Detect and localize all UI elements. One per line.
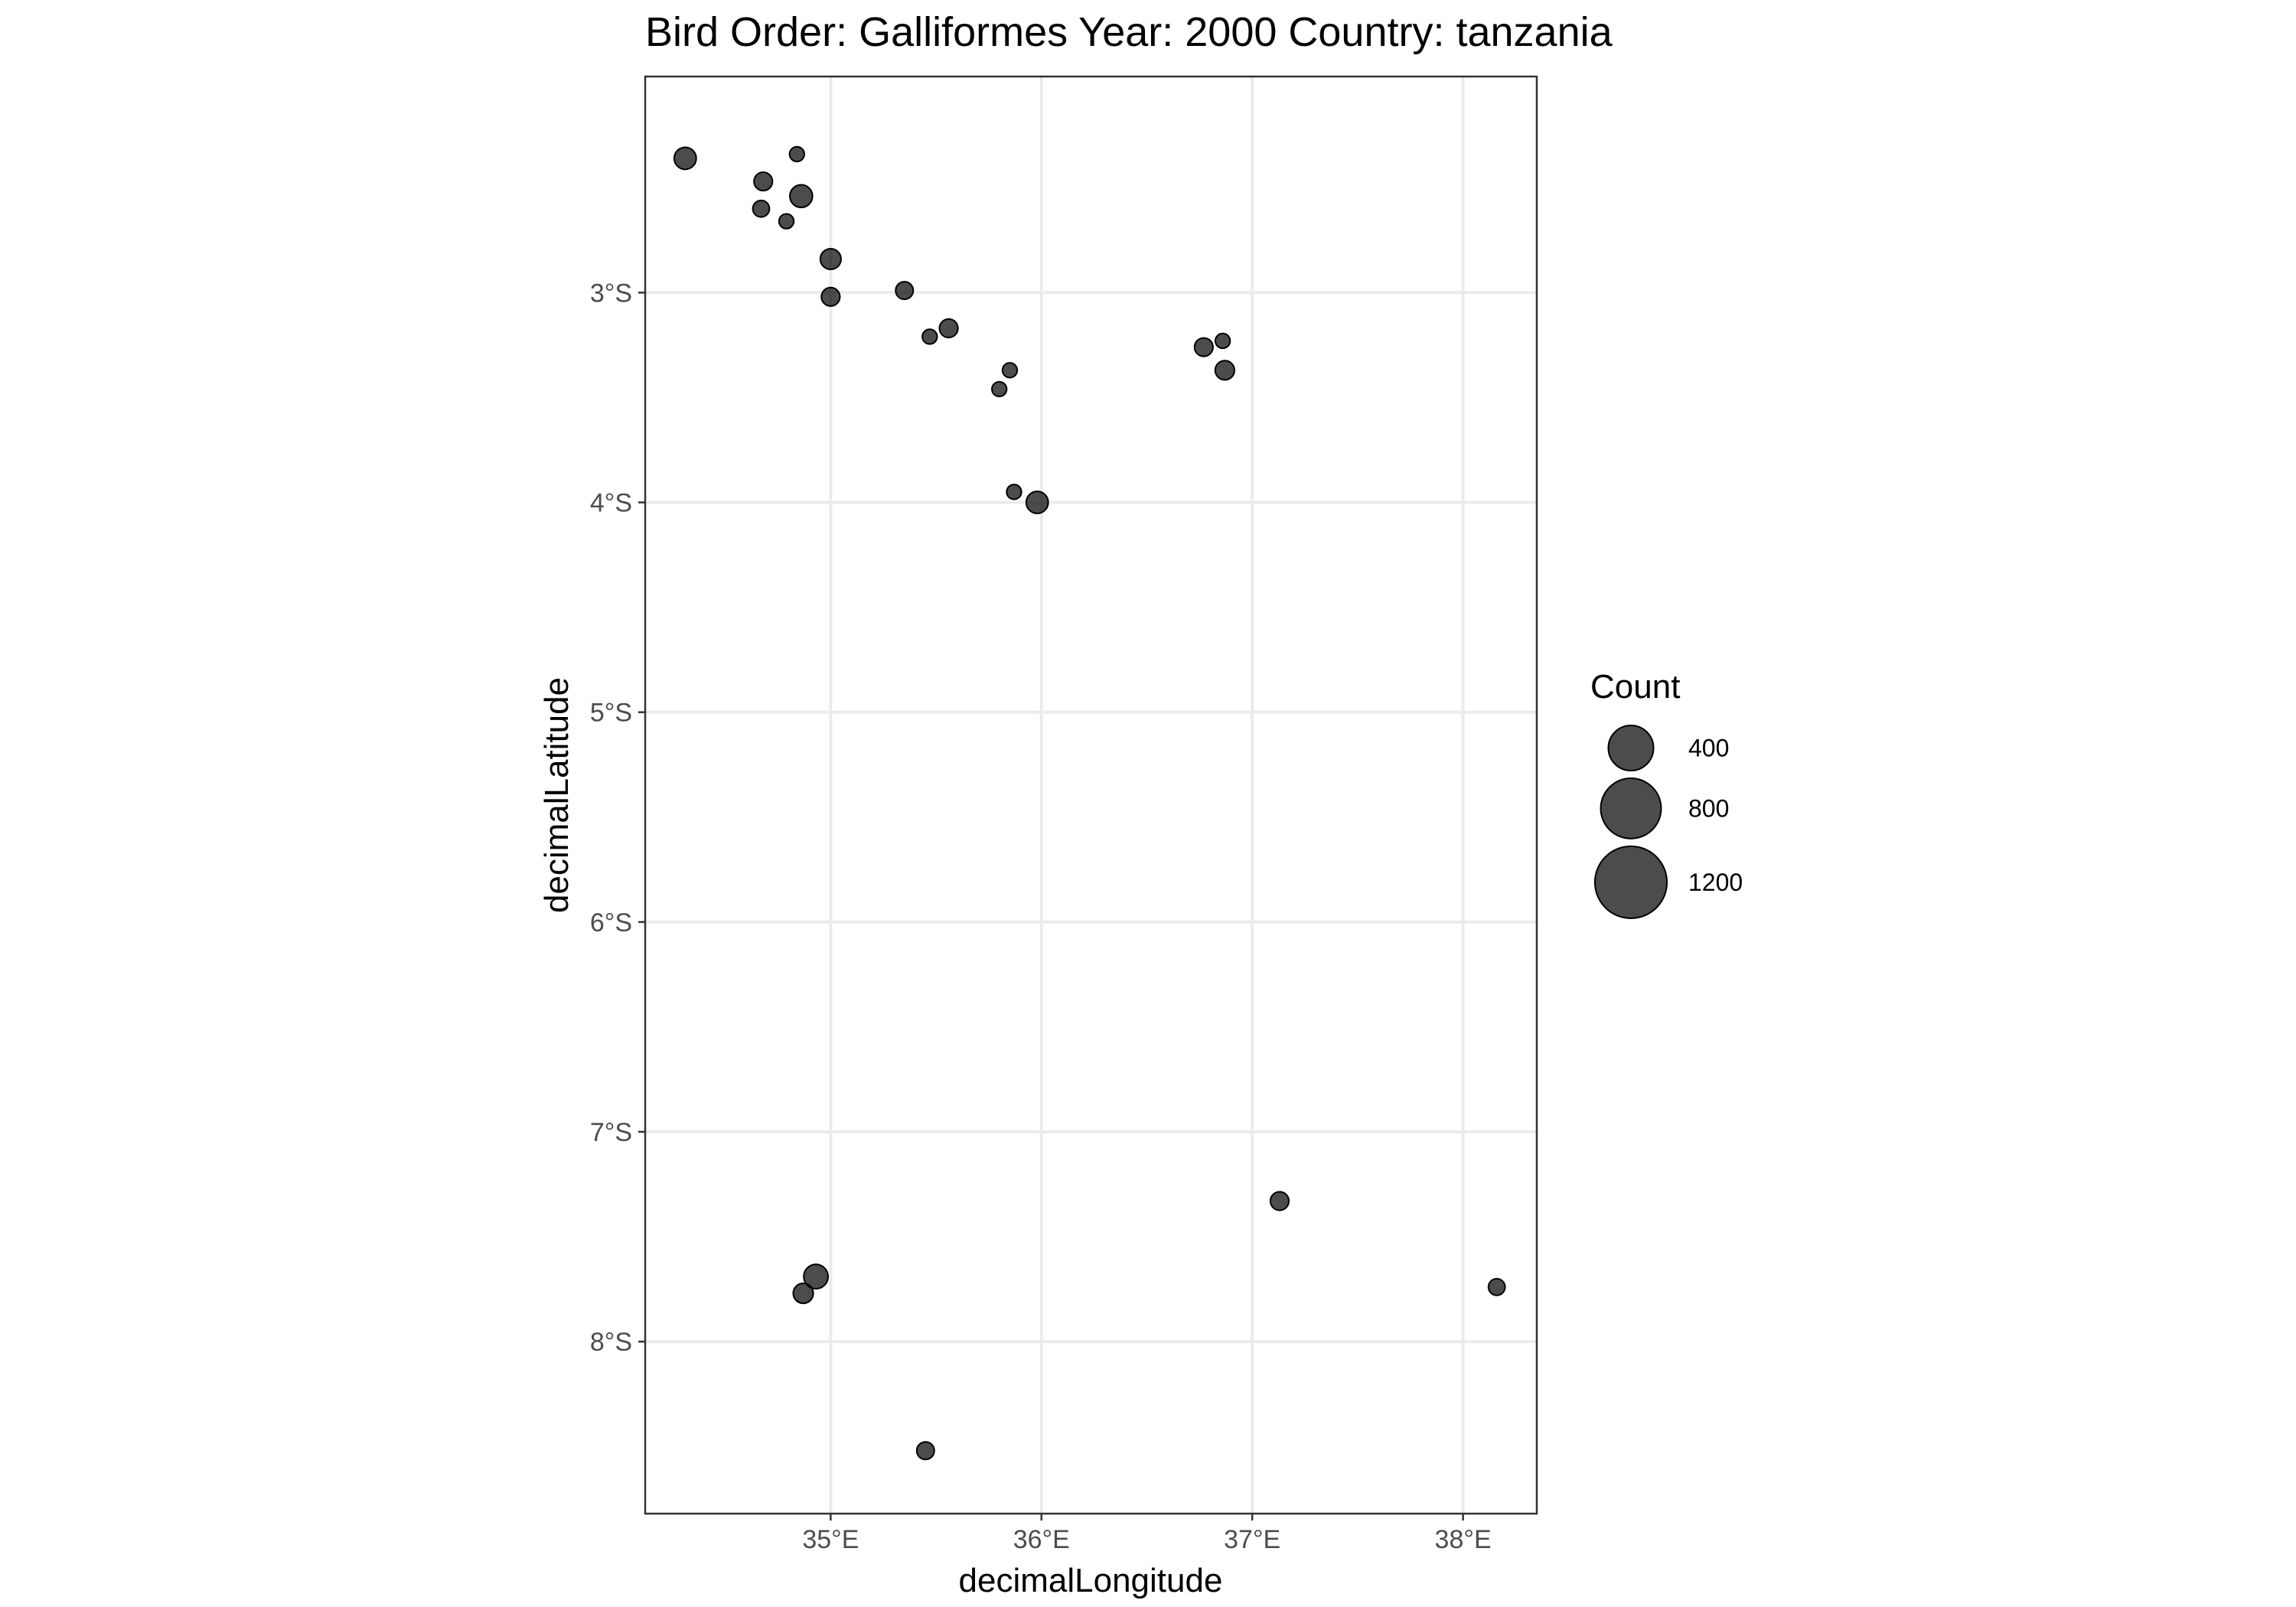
legend-keys: 400 800 1200 [1593,725,1743,920]
data-point [788,145,805,163]
size-legend: Count 400 800 1200 [1590,668,1743,920]
data-point [1006,484,1022,500]
panel-background [645,77,1537,1514]
data-point [819,247,842,271]
legend-key-label: 1200 [1688,869,1743,896]
data-point [820,286,841,307]
y-tick-label: 8°S [590,1328,632,1357]
data-point [1193,337,1214,357]
data-point [1214,332,1231,350]
legend-key-label: 400 [1688,735,1729,762]
x-tick-label: 36°E [1013,1525,1070,1554]
data-point [792,1283,814,1305]
data-point [789,184,814,209]
y-axis-title: decimalLatitude [538,677,576,913]
data-point [752,199,771,218]
data-point [938,318,959,339]
data-point [753,171,774,192]
data-point [1487,1278,1506,1296]
data-point [803,1263,829,1290]
x-tick-label: 35°E [802,1525,859,1554]
gridlines [645,77,1537,1514]
data-point [991,380,1008,398]
legend-key-circle [1607,725,1655,771]
y-axis: 3°S 4°S 5°S 6°S 7°S 8°S [590,279,645,1357]
legend-key-circle [1600,777,1662,839]
data-point [915,1441,935,1461]
x-axis-title: decimalLongitude [959,1562,1223,1599]
data-point [778,213,795,230]
x-tick-label: 38°E [1435,1525,1492,1554]
data-point [673,146,697,171]
y-tick-label: 4°S [590,489,632,518]
legend-key-circle [1593,845,1668,920]
x-axis: 35°E 36°E 37°E 38°E [802,1514,1492,1554]
plot-panel [644,75,1538,1515]
data-point [1269,1191,1290,1211]
legend-title: Count [1590,668,1680,706]
chart-title: Bird Order: Galliformes Year: 2000 Count… [645,9,1613,55]
y-tick-label: 5°S [590,699,632,728]
y-tick-label: 6°S [590,908,632,937]
data-points [673,145,1506,1461]
legend-key-label: 800 [1688,794,1729,822]
data-point [921,328,938,345]
x-tick-label: 37°E [1224,1525,1280,1554]
data-point [1001,362,1019,379]
y-tick-label: 3°S [590,279,632,308]
data-point [1025,491,1049,514]
panel-border [644,75,1538,1515]
data-point [895,281,915,301]
y-tick-label: 7°S [590,1118,632,1147]
data-point [1214,360,1235,381]
